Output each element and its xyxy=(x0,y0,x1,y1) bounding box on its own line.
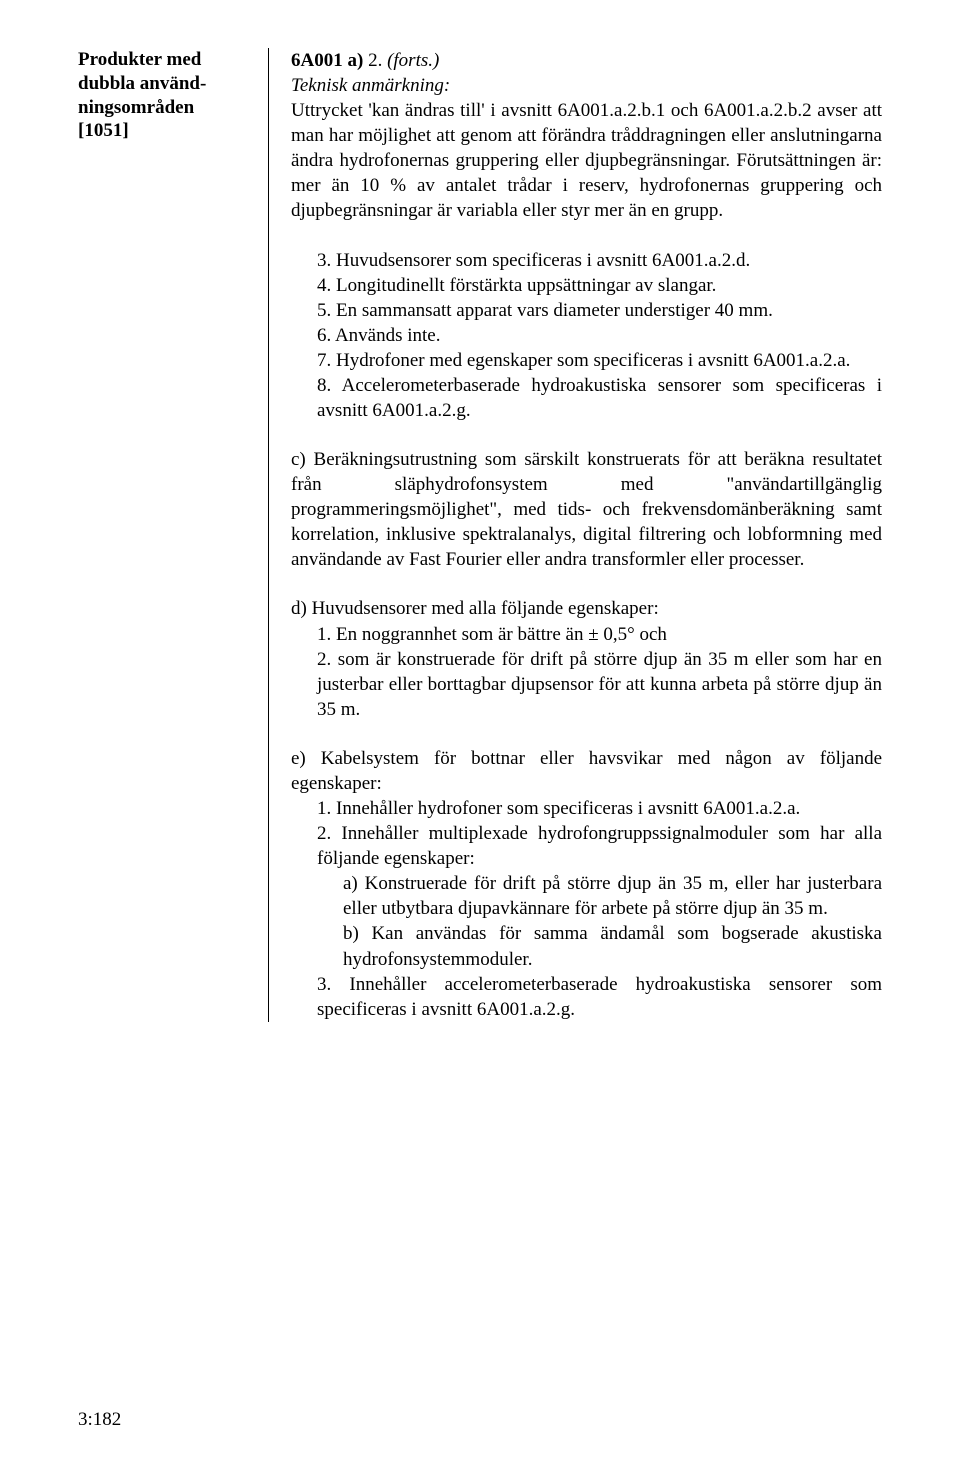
item-4: 4. Longitudinellt förstärkta uppsättning… xyxy=(317,273,882,298)
item-5: 5. En sammansatt apparat vars diameter u… xyxy=(317,298,882,323)
item-3: 3. Huvudsensorer som specificeras i avsn… xyxy=(317,248,882,273)
section-c-text: c) Beräkningsutrustning som särskilt kon… xyxy=(291,447,882,572)
section-d: d) Huvudsensorer med alla följande egens… xyxy=(291,596,882,721)
technical-note-text: Uttrycket 'kan ändras till' i avsnitt 6A… xyxy=(291,98,882,223)
section-d-item-1: 1. En noggrannhet som är bättre än ± 0,5… xyxy=(317,622,882,647)
section-e-item-2a: a) Konstruerade för drift på större djup… xyxy=(343,871,882,921)
sidebar: Produkter med dubbla använd- ningsområde… xyxy=(78,48,268,143)
section-d-lead: d) Huvudsensorer med alla följande egens… xyxy=(291,596,882,621)
section-e-item-1: 1. Innehåller hydrofoner som specificera… xyxy=(317,796,882,821)
sidebar-line-2: dubbla använd- xyxy=(78,72,252,96)
heading-num: 2. xyxy=(368,50,387,71)
list-block-1: 3. Huvudsensorer som specificeras i avsn… xyxy=(317,248,882,424)
section-e-item-2b: b) Kan användas för samma ändamål som bo… xyxy=(343,921,882,971)
item-6: 6. Används inte. xyxy=(317,323,882,348)
main-column: 6A001 a) 2. (forts.) Teknisk anmärkning:… xyxy=(268,48,882,1022)
page: Produkter med dubbla använd- ningsområde… xyxy=(0,0,960,1479)
sidebar-line-4: [1051] xyxy=(78,119,252,143)
item-7: 7. Hydrofoner med egenskaper som specifi… xyxy=(317,348,882,373)
item-8: 8. Accelerometerbaserade hydroakustiska … xyxy=(317,373,882,423)
page-number: 3:182 xyxy=(78,1409,121,1431)
heading: 6A001 a) 2. (forts.) xyxy=(291,48,882,73)
section-e-item-3: 3. Innehåller accelerometerbaserade hydr… xyxy=(317,972,882,1022)
sidebar-line-3: ningsområden xyxy=(78,96,252,120)
section-e-item-2: 2. Innehåller multiplexade hydrofongrupp… xyxy=(317,821,882,871)
section-e: e) Kabelsystem för bottnar eller havsvik… xyxy=(291,746,882,1022)
heading-forts: (forts.) xyxy=(387,50,439,71)
section-e-sublist: a) Konstruerade för drift på större djup… xyxy=(343,871,882,971)
section-e-list: 1. Innehåller hydrofoner som specificera… xyxy=(317,796,882,1022)
sidebar-line-1: Produkter med xyxy=(78,48,252,72)
technical-note-label: Teknisk anmärkning: xyxy=(291,73,882,98)
heading-code: 6A001 a) xyxy=(291,50,368,71)
content-row: Produkter med dubbla använd- ningsområde… xyxy=(78,48,882,1022)
section-c: c) Beräkningsutrustning som särskilt kon… xyxy=(291,447,882,572)
section-d-item-2: 2. som är konstruerade för drift på stör… xyxy=(317,647,882,722)
section-e-lead: e) Kabelsystem för bottnar eller havsvik… xyxy=(291,746,882,796)
section-d-list: 1. En noggrannhet som är bättre än ± 0,5… xyxy=(317,622,882,722)
